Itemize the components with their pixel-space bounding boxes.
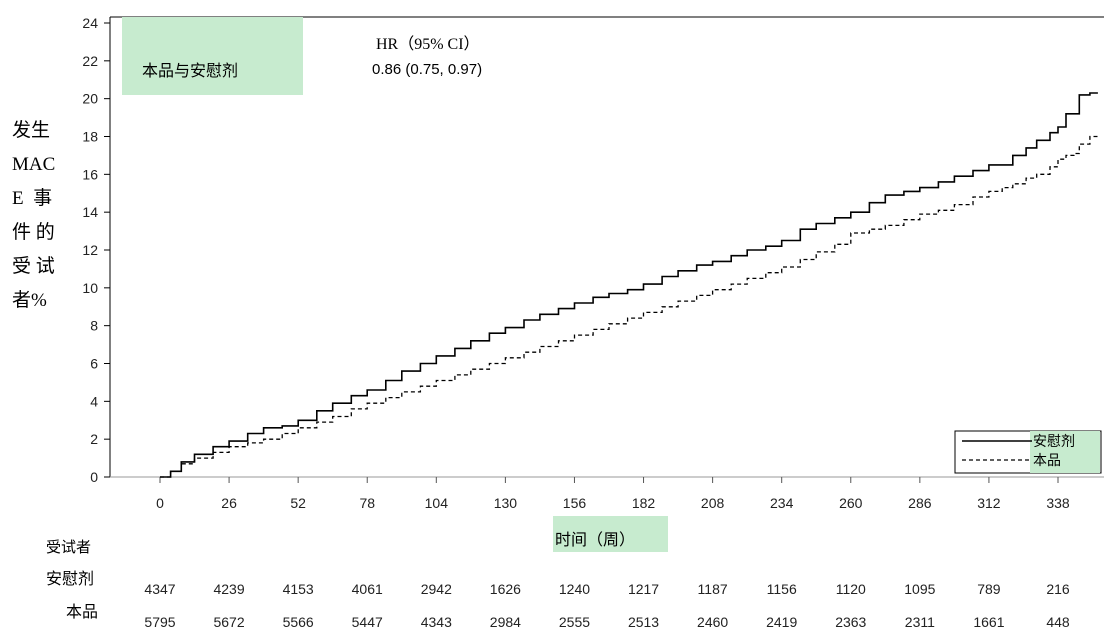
hr-value: 0.86 (0.75, 0.97)	[372, 61, 483, 78]
y-tick-label: 18	[82, 129, 98, 145]
comparison-label: 本品与安慰剂	[142, 61, 239, 80]
legend-label: 安慰剂	[1033, 433, 1075, 450]
y-tick-label: 14	[82, 204, 98, 220]
y-axis-label-line: 件 的	[12, 222, 55, 243]
risk-count: 1156	[767, 581, 797, 597]
legend-highlight	[1030, 431, 1100, 473]
risk-count: 2460	[697, 614, 728, 630]
risk-count: 789	[977, 581, 1001, 597]
y-tick-label: 24	[82, 15, 98, 31]
risk-count: 2363	[835, 614, 866, 630]
risk-count: 1095	[904, 581, 935, 597]
series-lines	[160, 92, 1098, 478]
comparison-label-box	[122, 17, 303, 95]
x-tick-label: 26	[221, 495, 237, 511]
x-tick-label: 234	[770, 495, 794, 511]
risk-count: 4239	[213, 581, 244, 597]
x-axis-label-box	[553, 516, 668, 552]
risk-count: 1120	[836, 581, 866, 597]
y-tick-label: 0	[90, 469, 98, 485]
risk-count: 2419	[766, 614, 797, 630]
y-tick-label: 4	[90, 393, 98, 409]
x-tick-label: 338	[1046, 495, 1070, 511]
x-tick-label: 312	[977, 495, 1001, 511]
x-axis-label: 时间（周）	[555, 530, 636, 549]
hr-title: HR（95% CI）	[376, 36, 480, 53]
y-tick-label: 12	[82, 242, 98, 258]
risk-count: 2984	[490, 614, 521, 630]
risk-count: 4153	[283, 581, 314, 597]
legend-label: 本品	[1033, 453, 1061, 469]
risk-count: 5672	[213, 614, 244, 630]
risk-count: 216	[1046, 581, 1070, 597]
y-tick-label: 16	[82, 166, 98, 182]
risk-count: 2555	[559, 614, 590, 630]
risk-count: 1661	[973, 614, 1004, 630]
series-line-placebo	[160, 92, 1098, 478]
x-tick-label: 130	[494, 495, 518, 511]
risk-count: 4347	[144, 581, 175, 597]
y-tick-label: 20	[82, 91, 98, 107]
risk-table: 安慰剂 4347 4239 4153 4061 2942 1626 1240 1217 1187 1…	[46, 570, 1070, 630]
risk-count: 4061	[352, 581, 383, 597]
risk-count: 1626	[490, 581, 521, 597]
risk-count: 5795	[144, 614, 175, 630]
risk-count: 448	[1046, 614, 1070, 630]
y-tick-label: 22	[82, 53, 98, 69]
y-tick-label: 2	[90, 431, 98, 447]
x-tick-label: 286	[908, 495, 932, 511]
x-tick-label: 156	[563, 495, 587, 511]
x-tick-label: 260	[839, 495, 863, 511]
x-tick-label: 0	[156, 495, 164, 511]
x-tick-label: 182	[632, 495, 656, 511]
risk-table-header: 受试者	[46, 540, 92, 556]
y-tick-label: 8	[90, 318, 98, 334]
x-axis-ticks: 0 26 52 78 104 130 156 182 208 234 260 286 312 338	[156, 477, 1070, 511]
y-axis-label-line: E 事	[12, 188, 53, 209]
risk-row-label: 本品	[66, 603, 98, 621]
risk-count: 1240	[559, 581, 590, 597]
y-axis-label-line: 发生	[12, 120, 51, 141]
risk-count: 5447	[352, 614, 383, 630]
risk-count: 4343	[421, 614, 452, 630]
risk-row-label: 安慰剂	[46, 570, 94, 588]
risk-count: 5566	[283, 614, 314, 630]
y-axis-label: 发生 MAC E 事件 的受 试者%	[12, 114, 55, 318]
risk-count: 2513	[628, 614, 659, 630]
y-tick-label: 6	[90, 356, 98, 372]
y-tick-label: 10	[82, 280, 98, 296]
risk-count: 2311	[905, 614, 935, 630]
x-tick-label: 208	[701, 495, 725, 511]
series-line-drug	[160, 135, 1098, 478]
y-axis-label-line: MAC	[12, 154, 56, 175]
y-axis-label-line: 者%	[12, 290, 47, 311]
risk-count: 1187	[698, 581, 728, 597]
x-tick-label: 52	[290, 495, 306, 511]
y-axis-label-line: 受 试	[12, 256, 55, 277]
x-tick-label: 104	[425, 495, 449, 511]
risk-count: 1217	[628, 581, 659, 597]
risk-count: 2942	[421, 581, 452, 597]
x-tick-label: 78	[359, 495, 375, 511]
